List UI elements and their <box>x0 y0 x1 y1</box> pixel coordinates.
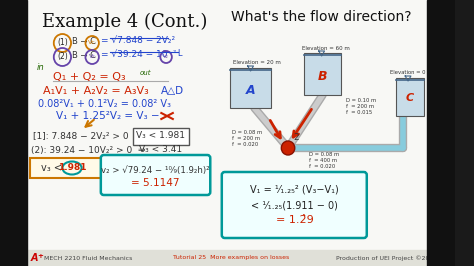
Text: V₂: V₂ <box>89 55 96 60</box>
FancyBboxPatch shape <box>133 127 189 144</box>
Text: C: C <box>406 93 414 103</box>
Text: B → C: B → C <box>72 51 96 60</box>
Circle shape <box>281 141 295 155</box>
Text: V₁ = ¹⁄₁.₂₅² (V₃−V₁): V₁ = ¹⁄₁.₂₅² (V₃−V₁) <box>250 185 339 195</box>
Text: in: in <box>36 64 44 73</box>
Text: 2: 2 <box>293 134 299 143</box>
Text: A: A <box>246 84 255 97</box>
Text: < ¹⁄₁.₂₅(1.911 − 0): < ¹⁄₁.₂₅(1.911 − 0) <box>251 200 338 210</box>
Text: V₃ < 1.981: V₃ < 1.981 <box>136 131 185 140</box>
Text: (2): 39.24 − 10V₂² > 0  ⇒: (2): 39.24 − 10V₂² > 0 ⇒ <box>31 146 145 155</box>
Text: B → C: B → C <box>72 36 96 45</box>
Text: f  = 0.015: f = 0.015 <box>346 110 372 114</box>
Text: Vc: Vc <box>88 40 96 45</box>
Text: V₁ + 1.25²V₂ = V₃ −: V₁ + 1.25²V₂ = V₃ − <box>55 111 159 121</box>
Text: 1.981: 1.981 <box>58 164 86 172</box>
Text: out: out <box>139 70 151 76</box>
FancyBboxPatch shape <box>222 172 367 238</box>
Text: v₃ <: v₃ < <box>41 163 65 173</box>
Text: What's the flow direction?: What's the flow direction? <box>231 10 412 24</box>
Text: D = 0.10 m: D = 0.10 m <box>346 98 376 102</box>
Text: [1]: 7.848 − 2V₂² > 0  ⇒: [1]: 7.848 − 2V₂² > 0 ⇒ <box>33 131 142 140</box>
Text: V₂: V₂ <box>163 55 169 60</box>
Bar <box>427 0 455 266</box>
Text: Example 4 (Cont.): Example 4 (Cont.) <box>42 13 208 31</box>
Bar <box>27 250 427 266</box>
Bar <box>396 78 424 116</box>
Text: (1): (1) <box>57 39 68 48</box>
Text: f  = 400 m: f = 400 m <box>309 159 337 164</box>
Bar <box>230 68 271 108</box>
FancyBboxPatch shape <box>30 158 103 178</box>
Text: A: A <box>31 253 38 263</box>
Text: Elevation = 0: Elevation = 0 <box>390 69 425 74</box>
Text: f  = 200 m: f = 200 m <box>232 136 261 142</box>
FancyBboxPatch shape <box>101 155 210 195</box>
Text: = 1.2̂9: = 1.2̂9 <box>276 215 314 225</box>
Text: v₂ > √79.24 − ¹⁰⁄₉(1.9₂h)²: v₂ > √79.24 − ¹⁰⁄₉(1.9₂h)² <box>101 165 210 174</box>
Text: Elevation = 20 m: Elevation = 20 m <box>233 60 281 64</box>
Bar <box>27 0 427 253</box>
Text: Tutorial 25  More examples on losses: Tutorial 25 More examples on losses <box>173 256 289 260</box>
Bar <box>304 53 341 95</box>
Text: ²·L: ²·L <box>173 49 183 59</box>
Text: D = 0.08 m: D = 0.08 m <box>232 131 263 135</box>
Text: = √39.24 − 10: = √39.24 − 10 <box>101 49 167 59</box>
Text: MECH 2210 Fluid Mechanics: MECH 2210 Fluid Mechanics <box>44 256 133 260</box>
Text: f  = 0.020: f = 0.020 <box>232 143 259 148</box>
Text: Elevation = 60 m: Elevation = 60 m <box>302 45 350 51</box>
Bar <box>0 0 27 266</box>
Text: Q₁ + Q₂ = Q₃: Q₁ + Q₂ = Q₃ <box>53 72 126 82</box>
Text: V₃ < 3.41: V₃ < 3.41 <box>139 146 182 155</box>
Text: 0.08²V₁ + 0.1²V₂ = 0.08² V₃: 0.08²V₁ + 0.1²V₂ = 0.08² V₃ <box>38 99 172 109</box>
Text: Production of UEI Project ©2016   14: Production of UEI Project ©2016 14 <box>336 255 451 261</box>
Text: A△D: A△D <box>161 86 184 96</box>
Text: B: B <box>318 69 328 82</box>
Text: (2): (2) <box>57 52 68 61</box>
Text: = 5.1147: = 5.1147 <box>131 178 180 188</box>
Text: A₁V₁ + A₂V₂ = A₃V₃: A₁V₁ + A₂V₂ = A₃V₃ <box>43 86 149 96</box>
Text: f  = 200 m: f = 200 m <box>346 103 374 109</box>
Text: +: + <box>37 252 43 259</box>
Text: D = 0.08 m: D = 0.08 m <box>309 152 339 157</box>
Text: f  = 0.020: f = 0.020 <box>309 164 336 169</box>
Text: = √7.848 − 2V₂²: = √7.848 − 2V₂² <box>101 35 175 44</box>
